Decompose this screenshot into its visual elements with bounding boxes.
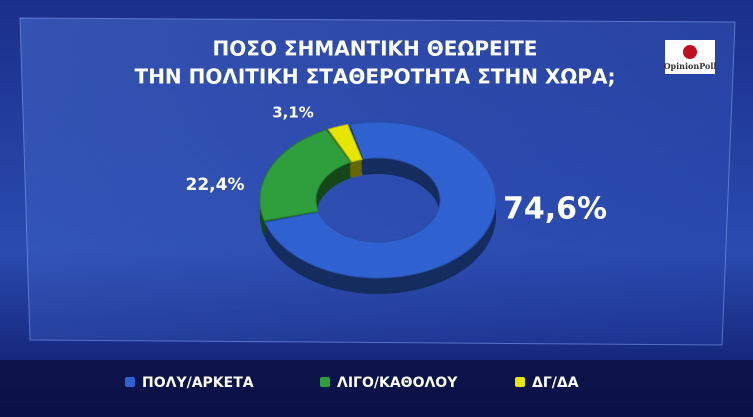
slice xyxy=(264,121,497,279)
legend-label: ΔΓ/ΔΑ xyxy=(532,375,579,391)
legend-band xyxy=(0,360,753,417)
legend-swatch xyxy=(320,377,330,387)
legend-label: ΠΟΛΥ/ΑΡΚΕΤΑ xyxy=(142,375,254,391)
slice xyxy=(327,124,363,163)
logo-icon xyxy=(683,45,697,59)
chart-title: ΠΟΣΟ ΣΗΜΑΝΤΙΚΗ ΘΕΩΡΕΙΤΕ xyxy=(213,37,538,61)
legend-label: ΛΙΓΟ/ΚΑΘΟΛΟΥ xyxy=(337,375,458,391)
legend-swatch xyxy=(125,377,135,387)
value-label: 74,6% xyxy=(503,192,607,227)
slice xyxy=(259,129,352,222)
chart-title: ΤΗΝ ΠΟΛΙΤΙΚΗ ΣΤΑΘΕΡΟΤΗΤΑ ΣΤΗΝ ΧΩΡΑ; xyxy=(135,65,616,89)
logo-text: OpinionPoll xyxy=(664,61,717,71)
legend-swatch xyxy=(515,377,525,387)
value-label: 3,1% xyxy=(272,104,314,122)
value-label: 22,4% xyxy=(186,175,245,195)
panel xyxy=(19,17,736,346)
